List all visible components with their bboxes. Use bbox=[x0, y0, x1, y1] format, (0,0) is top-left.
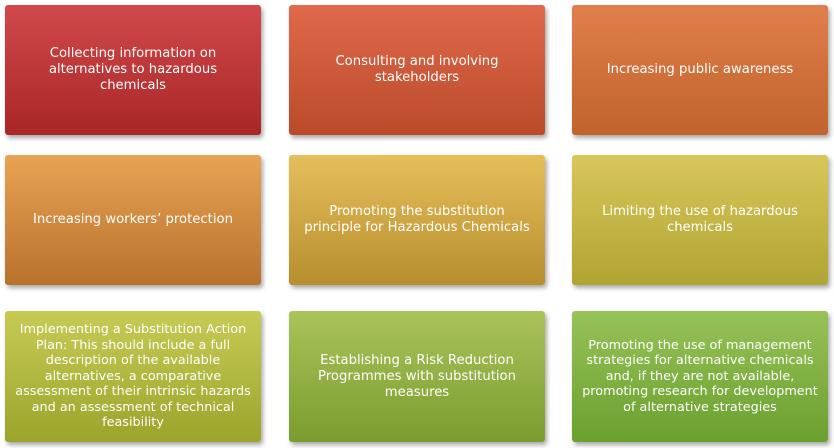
box-text: Implementing a Substitution Action Plan:… bbox=[15, 322, 251, 431]
box-substitution-principle: Promoting the substitution principle for… bbox=[289, 155, 545, 285]
box-risk-reduction: Establishing a Risk Reduction Programmes… bbox=[289, 311, 545, 442]
box-text: Promoting the use of management strategi… bbox=[582, 337, 818, 415]
box-consulting-stakeholders: Consulting and involving stakeholders bbox=[289, 5, 545, 135]
box-text: Consulting and involving stakeholders bbox=[335, 54, 499, 85]
box-workers-protection: Increasing workers’ protection bbox=[5, 155, 261, 285]
box-text: Collecting information on alternatives t… bbox=[48, 46, 218, 93]
box-substitution-action-plan: Implementing a Substitution Action Plan:… bbox=[5, 311, 261, 442]
box-limiting-use: Limiting the use of hazardous chemicals bbox=[572, 155, 828, 285]
box-collecting-information: Collecting information on alternatives t… bbox=[5, 5, 261, 135]
box-public-awareness: Increasing public awareness bbox=[572, 5, 828, 135]
box-text: Promoting the substitution principle for… bbox=[304, 204, 530, 235]
box-management-strategies: Promoting the use of management strategi… bbox=[572, 311, 828, 442]
box-text: Establishing a Risk Reduction Programmes… bbox=[318, 352, 516, 400]
box-text: Limiting the use of hazardous chemicals bbox=[602, 204, 798, 235]
box-text: Increasing workers’ protection bbox=[33, 212, 233, 227]
box-text: Increasing public awareness bbox=[606, 62, 794, 77]
